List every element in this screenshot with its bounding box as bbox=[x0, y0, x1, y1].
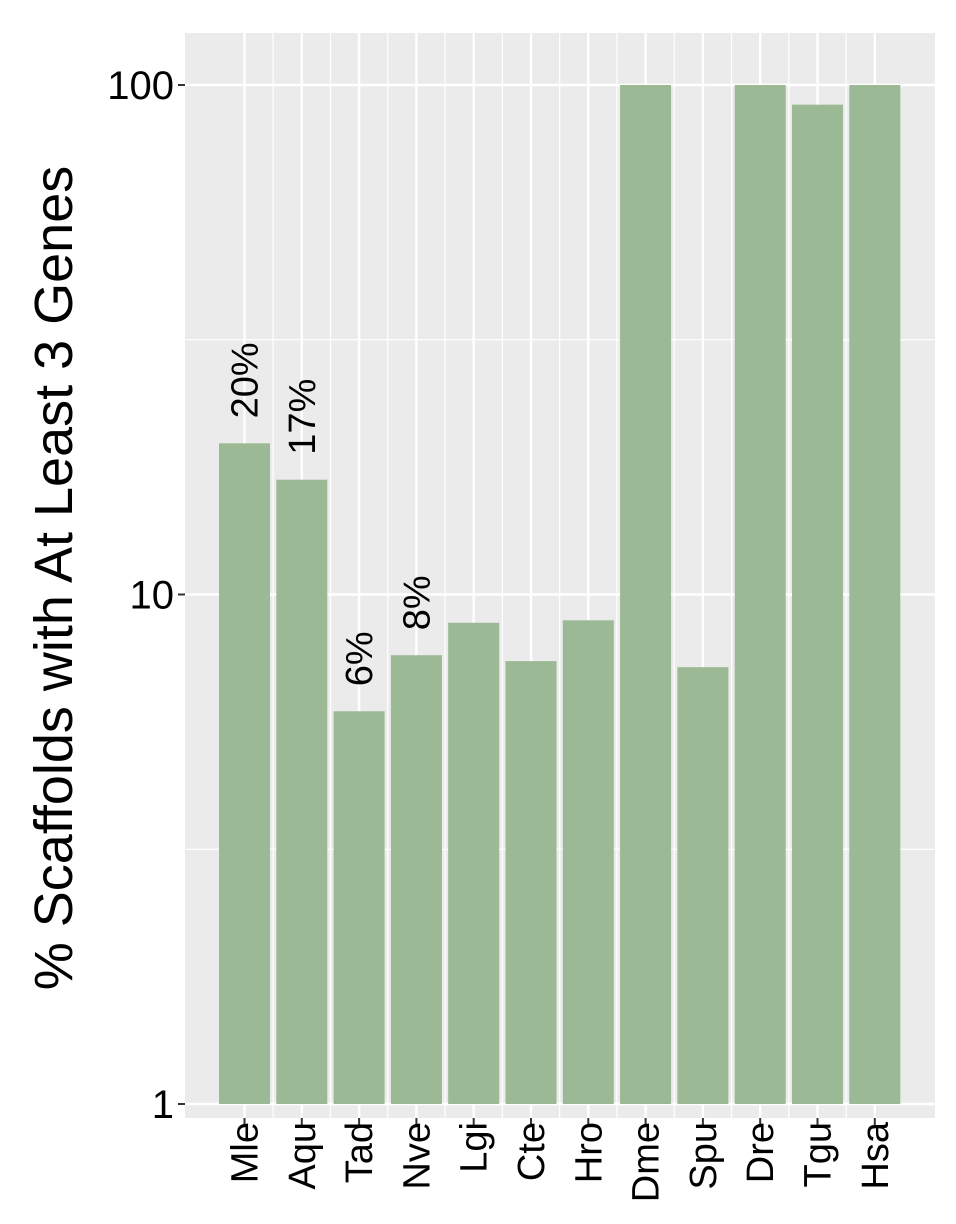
x-tick-label-lgi: Lgi bbox=[454, 1122, 496, 1173]
y-tick-label: 100 bbox=[107, 64, 174, 108]
x-tick-label-tad: Tad bbox=[339, 1122, 381, 1183]
y-tick-label: 10 bbox=[130, 574, 175, 618]
x-tick-label-spu: Spu bbox=[683, 1122, 725, 1190]
bar-mle bbox=[219, 443, 270, 1104]
y-tick-label: 1 bbox=[152, 1083, 174, 1127]
bars bbox=[219, 85, 901, 1105]
data-label-nve: 8% bbox=[396, 575, 438, 630]
grid-minor bbox=[185, 33, 935, 1118]
bar-lgi bbox=[448, 622, 500, 1104]
bar-tad bbox=[333, 711, 385, 1104]
y-axis-ticks: 1 10 100 bbox=[107, 64, 185, 1127]
data-label-tad: 6% bbox=[339, 631, 381, 686]
data-labels: 20% 17% 6% 8% bbox=[225, 342, 439, 686]
data-label-mle: 20% bbox=[225, 342, 267, 418]
x-tick-label-dme: Dme bbox=[626, 1122, 668, 1202]
bar-spu bbox=[677, 667, 729, 1104]
bar-aqu bbox=[276, 479, 328, 1104]
x-axis-ticks: Mle Aqu Tad Nve Lgi Cte Hro Dme Spu Dre Tgu Hsa bbox=[225, 1118, 897, 1202]
bar-nve bbox=[390, 655, 442, 1104]
bar-dre bbox=[734, 85, 786, 1104]
x-tick-label-hsa: Hsa bbox=[855, 1121, 897, 1189]
y-axis-label: % Scaffolds with At Least 3 Genes bbox=[24, 166, 84, 990]
bar-hro bbox=[562, 620, 614, 1104]
x-tick-label-cte: Cte bbox=[511, 1122, 553, 1181]
x-tick-label-nve: Nve bbox=[396, 1122, 438, 1190]
x-tick-label-aqu: Aqu bbox=[282, 1122, 324, 1190]
bar-cte bbox=[505, 661, 557, 1104]
x-tick-label-hro: Hro bbox=[568, 1122, 610, 1183]
data-label-aqu: 17% bbox=[282, 379, 324, 455]
x-tick-label-mle: Mle bbox=[225, 1122, 267, 1183]
bar-dme bbox=[620, 85, 672, 1104]
bar-hsa bbox=[849, 85, 901, 1104]
bar-tgu bbox=[792, 104, 843, 1105]
x-tick-label-tgu: Tgu bbox=[798, 1122, 840, 1187]
x-tick-label-dre: Dre bbox=[740, 1122, 782, 1183]
